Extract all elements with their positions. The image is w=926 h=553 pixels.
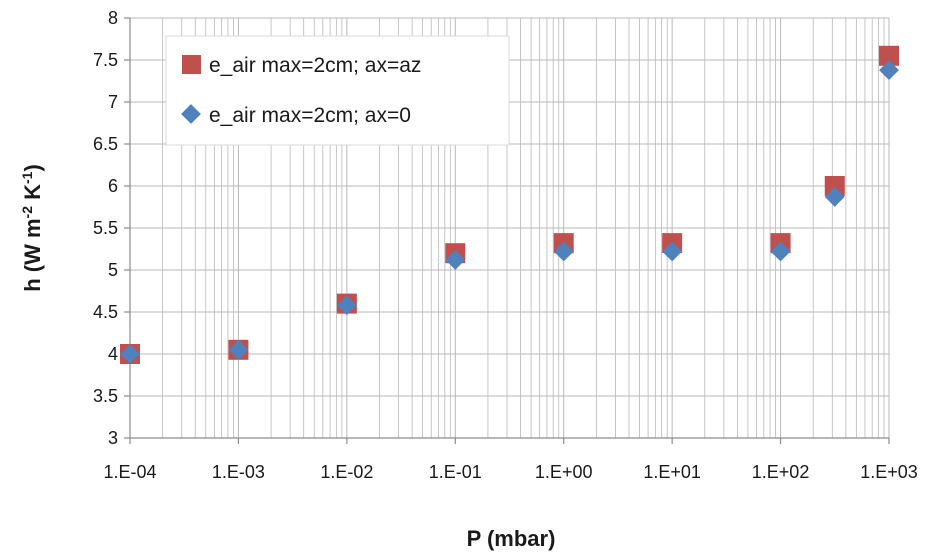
x-tick-label: 1.E-02 [320,462,373,482]
x-tick-label: 1.E-04 [103,462,156,482]
y-tick-label: 4.5 [93,302,118,322]
y-tick-label: 5.5 [93,218,118,238]
y-tick-label: 3 [108,428,118,448]
y-tick-label: 7 [108,92,118,112]
diamond-marker [120,344,140,364]
x-tick-label: 1.E-03 [212,462,265,482]
square-marker [824,176,845,196]
legend-box [165,35,510,146]
y-tick-label: 4 [108,344,118,364]
x-tick-label: 1.E+03 [860,462,918,482]
x-tick-label: 1.E+01 [643,462,701,482]
y-tick-labels: 3 3.5 4 4.5 5 5.5 6 6.5 7 7.5 8 [93,8,118,448]
legend: e_air max=2cm; ax=az e_air max=2cm; ax=0 [165,35,510,146]
legend-square-marker [182,55,201,74]
y-tick-label: 8 [108,8,118,28]
x-tick-labels: 1.E-04 1.E-03 1.E-02 1.E-01 1.E+00 1.E+01 1.E+… [103,462,917,482]
y-axis-title: h (W m-2 K-1) [19,164,45,292]
square-marker [879,45,899,66]
y-tick-label: 7.5 [93,50,118,70]
axes [124,17,890,444]
diamond-marker [228,339,249,360]
legend-label-series-1: e_air max=2cm; ax=az [209,54,421,77]
diamond-marker [336,295,357,316]
x-tick-label: 1.E+02 [752,462,810,482]
y-tick-label: 5 [108,260,118,280]
x-tick-label: 1.E-01 [429,462,482,482]
legend-diamond-marker [181,104,201,124]
legend-label-series-2: e_air max=2cm; ax=0 [209,104,411,127]
x-tick-label: 1.E+00 [535,462,593,482]
y-tick-label: 6.5 [93,134,118,154]
data-points [120,45,899,364]
y-tick-label: 3.5 [93,386,118,406]
x-axis-title: P (mbar) [467,526,556,551]
y-tick-label: 6 [108,176,118,196]
